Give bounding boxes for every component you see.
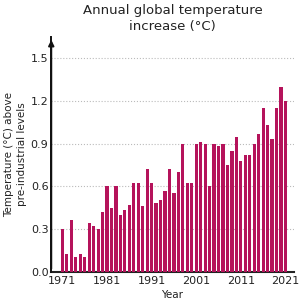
Bar xyxy=(92,226,95,271)
Bar xyxy=(284,101,287,271)
Bar xyxy=(96,229,100,271)
Bar xyxy=(154,203,158,271)
Bar xyxy=(208,186,211,271)
Bar xyxy=(212,144,216,271)
Bar xyxy=(195,144,198,271)
Bar xyxy=(101,212,104,271)
Bar xyxy=(221,144,225,271)
Bar xyxy=(253,144,256,271)
Y-axis label: Temperature (°C) above
pre-industrial levels: Temperature (°C) above pre-industrial le… xyxy=(4,92,26,217)
Bar xyxy=(271,140,274,271)
Bar xyxy=(244,155,247,271)
Bar xyxy=(204,144,207,271)
Bar xyxy=(61,229,64,271)
Bar xyxy=(150,183,153,271)
X-axis label: Year: Year xyxy=(161,290,183,300)
Bar xyxy=(159,200,162,271)
Bar xyxy=(172,193,175,271)
Bar xyxy=(110,208,113,271)
Bar xyxy=(146,169,149,271)
Bar xyxy=(177,172,180,271)
Bar xyxy=(239,161,243,271)
Title: Annual global temperature
increase (°C): Annual global temperature increase (°C) xyxy=(82,4,262,33)
Bar xyxy=(226,165,229,271)
Bar xyxy=(141,206,144,271)
Bar xyxy=(261,108,265,271)
Bar xyxy=(235,136,238,271)
Bar xyxy=(266,125,269,271)
Bar xyxy=(83,257,86,271)
Bar xyxy=(275,108,278,271)
Bar xyxy=(128,205,131,271)
Bar xyxy=(119,215,122,271)
Bar xyxy=(114,186,118,271)
Bar xyxy=(132,183,135,271)
Bar xyxy=(88,223,91,271)
Bar xyxy=(164,191,167,271)
Bar xyxy=(279,87,283,271)
Bar xyxy=(190,183,193,271)
Bar xyxy=(168,169,171,271)
Bar xyxy=(65,254,68,271)
Bar xyxy=(248,155,251,271)
Bar xyxy=(123,210,126,271)
Bar xyxy=(79,254,82,271)
Bar xyxy=(217,147,220,271)
Bar xyxy=(137,183,140,271)
Bar xyxy=(186,183,189,271)
Bar xyxy=(105,186,109,271)
Bar xyxy=(257,134,260,271)
Bar xyxy=(70,220,73,271)
Bar xyxy=(199,142,202,271)
Bar xyxy=(74,257,78,271)
Bar xyxy=(230,151,233,271)
Bar xyxy=(181,144,185,271)
